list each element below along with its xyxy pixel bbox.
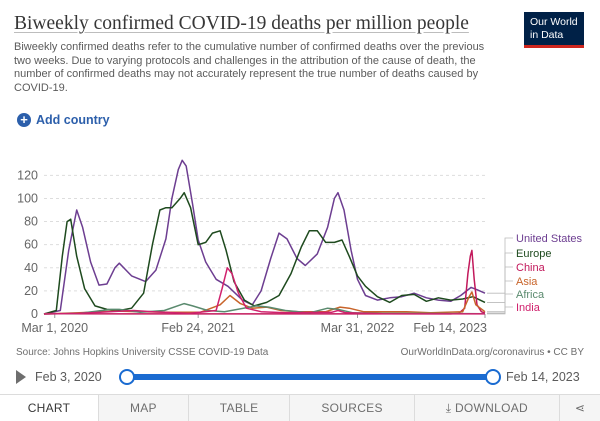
tab-table[interactable]: TABLE xyxy=(189,395,291,421)
y-tick-label: 40 xyxy=(24,261,38,275)
legend-label: Asia xyxy=(516,276,538,288)
tab-chart[interactable]: CHART xyxy=(0,395,99,421)
play-icon[interactable] xyxy=(16,370,26,384)
logo-line-2: in Data xyxy=(530,29,564,41)
tab-chart-label: CHART xyxy=(27,401,71,415)
legend-connector xyxy=(487,252,513,303)
share-icon: ⋖ xyxy=(574,401,586,415)
tab-map-label: MAP xyxy=(129,401,157,415)
x-tick-label: Feb 14, 2023 xyxy=(413,321,487,335)
x-tick-label: Mar 1, 2020 xyxy=(21,321,88,335)
legend-label: United States xyxy=(516,233,583,245)
timeline-start-handle[interactable] xyxy=(119,369,135,385)
share-button[interactable]: ⋖ xyxy=(560,395,600,421)
chart-subtitle: Biweekly confirmed deaths refer to the c… xyxy=(14,41,485,94)
source-note: Source: Johns Hopkins University CSSE CO… xyxy=(16,347,269,358)
plus-icon: + xyxy=(17,113,31,127)
legend-label: Europe xyxy=(516,248,551,260)
logo-line-1: Our World xyxy=(530,16,578,28)
owid-logo[interactable]: Our World in Data xyxy=(524,12,584,48)
legend-connector xyxy=(487,237,513,294)
download-icon: ⤓ xyxy=(445,401,455,415)
add-country-button[interactable]: + Add country xyxy=(17,113,110,127)
tab-table-label: TABLE xyxy=(219,401,259,415)
x-tick-label: Feb 24, 2021 xyxy=(161,321,235,335)
chart-title: Biweekly confirmed COVID-19 deaths per m… xyxy=(14,13,469,34)
x-tick-label: Mar 31, 2022 xyxy=(321,321,395,335)
line-chart: 0 20 40 60 80 100 120 Mar 1, 2020 Feb 24, 2021 Ma… xyxy=(17,159,583,335)
y-tick-label: 100 xyxy=(17,191,38,205)
legend-label: Africa xyxy=(516,289,545,301)
legend-connector xyxy=(487,266,513,314)
y-tick-label: 60 xyxy=(24,238,38,252)
legend-label: China xyxy=(516,262,546,274)
tab-map[interactable]: MAP xyxy=(99,395,189,421)
tab-download-label: DOWNLOAD xyxy=(454,401,529,415)
series-line-china xyxy=(43,249,486,315)
credit-link[interactable]: OurWorldInData.org/coronavirus • CC BY xyxy=(400,347,584,358)
series-line-india xyxy=(43,267,486,315)
y-tick-label: 80 xyxy=(24,215,38,229)
tab-sources[interactable]: SOURCES xyxy=(290,395,415,421)
add-country-label: Add country xyxy=(36,113,110,127)
legend-connector xyxy=(487,306,513,315)
tab-bar: CHART MAP TABLE SOURCES ⤓ DOWNLOAD ⋖ xyxy=(0,394,600,421)
y-tick-label: 20 xyxy=(24,284,38,298)
tab-sources-label: SOURCES xyxy=(321,401,383,415)
timeline-start-label: Feb 3, 2020 xyxy=(35,370,102,384)
legend-label: India xyxy=(516,302,541,314)
legend-connector xyxy=(487,293,513,315)
y-tick-label: 120 xyxy=(17,168,38,182)
y-tick-label: 0 xyxy=(31,307,38,321)
series-line-europe xyxy=(43,191,486,315)
timeline-end-label: Feb 14, 2023 xyxy=(506,370,580,384)
timeline-slider[interactable]: Feb 3, 2020 Feb 14, 2023 xyxy=(0,366,600,388)
timeline-range xyxy=(126,374,492,380)
tab-download[interactable]: ⤓ DOWNLOAD xyxy=(415,395,560,421)
timeline-end-handle[interactable] xyxy=(485,369,501,385)
